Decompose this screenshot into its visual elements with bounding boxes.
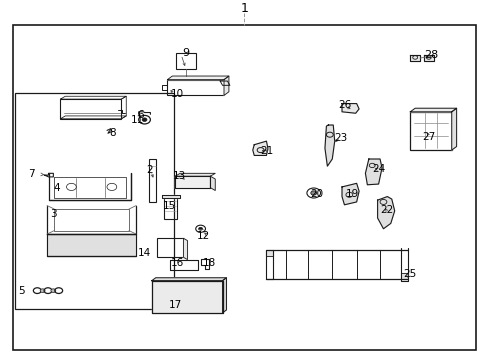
Polygon shape (167, 76, 228, 80)
Polygon shape (152, 281, 222, 313)
Text: 1: 1 (240, 2, 248, 15)
Text: 10: 10 (170, 89, 183, 99)
Text: 2: 2 (146, 165, 152, 175)
Text: 8: 8 (109, 128, 116, 138)
Bar (149, 159, 156, 202)
Bar (409, 112, 451, 150)
Text: 19: 19 (346, 189, 359, 199)
Circle shape (310, 191, 316, 195)
Polygon shape (175, 176, 210, 188)
Polygon shape (152, 278, 226, 281)
Text: 24: 24 (371, 164, 385, 174)
Bar (15, 93, 173, 309)
Text: 18: 18 (203, 258, 216, 268)
Polygon shape (451, 108, 456, 150)
Bar (157, 238, 183, 257)
Text: 26: 26 (337, 100, 350, 111)
Text: 22: 22 (380, 205, 393, 215)
Text: 11: 11 (130, 115, 143, 125)
Text: 9: 9 (182, 48, 189, 58)
Polygon shape (341, 104, 358, 113)
Text: 17: 17 (168, 300, 182, 310)
Text: 23: 23 (334, 132, 347, 143)
Text: 12: 12 (196, 231, 209, 241)
Polygon shape (252, 141, 267, 156)
Polygon shape (341, 183, 358, 205)
Text: 28: 28 (423, 50, 437, 60)
Text: 27: 27 (421, 132, 434, 142)
Text: 13: 13 (173, 171, 186, 181)
Text: 14: 14 (138, 248, 151, 258)
Circle shape (142, 118, 147, 121)
Polygon shape (325, 125, 334, 166)
Circle shape (198, 227, 202, 230)
Polygon shape (266, 250, 272, 256)
Polygon shape (210, 176, 215, 190)
Text: 7: 7 (28, 170, 35, 179)
Polygon shape (409, 55, 419, 61)
Polygon shape (365, 159, 381, 185)
Text: 4: 4 (53, 183, 60, 193)
Bar (176, 53, 195, 69)
Text: 3: 3 (50, 210, 57, 220)
Text: 6: 6 (137, 111, 143, 120)
Bar (163, 197, 177, 219)
Text: 16: 16 (170, 258, 183, 268)
Polygon shape (400, 273, 407, 279)
Polygon shape (377, 197, 394, 229)
Polygon shape (47, 234, 136, 256)
Polygon shape (222, 278, 226, 313)
Circle shape (40, 289, 45, 292)
Circle shape (51, 289, 56, 292)
Text: 20: 20 (309, 189, 323, 199)
Text: 21: 21 (259, 146, 272, 156)
Bar (61, 99, 121, 119)
Text: 25: 25 (403, 269, 416, 279)
Bar (167, 80, 224, 95)
Polygon shape (183, 238, 187, 260)
Polygon shape (161, 195, 179, 198)
Polygon shape (224, 76, 228, 95)
Text: 15: 15 (163, 201, 176, 211)
Polygon shape (175, 173, 215, 176)
Polygon shape (409, 108, 456, 112)
Text: 5: 5 (19, 285, 25, 296)
Polygon shape (423, 55, 433, 61)
